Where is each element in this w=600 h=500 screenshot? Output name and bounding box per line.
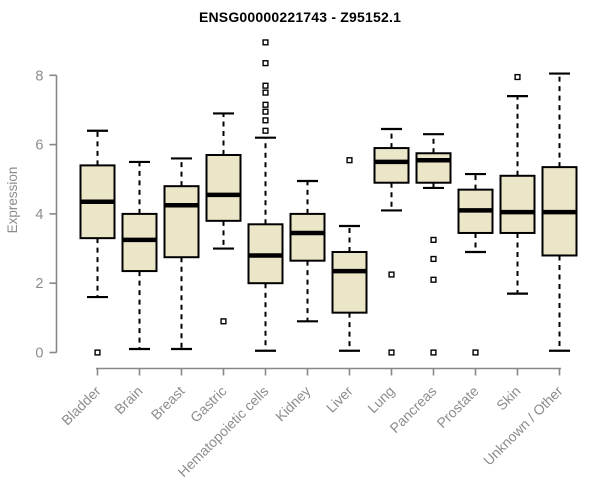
x-tick-label-unknown-other: Unknown / Other [480, 383, 566, 469]
box-lung [373, 147, 410, 184]
outlier-point-pancreas [430, 349, 437, 356]
outlier-point-pancreas [430, 255, 437, 263]
y-tick-label: 4 [35, 207, 43, 223]
outlier-point-lung [388, 271, 395, 278]
x-tick-label-skin: Skin [493, 383, 524, 414]
x-tick-label-brain: Brain [111, 383, 145, 417]
outlier-point-lung [388, 349, 395, 356]
box-kidney [289, 212, 326, 262]
box-skin [499, 174, 536, 234]
outlier-point-pancreas [430, 236, 437, 243]
box-gastric [205, 153, 242, 222]
outlier-point-hematopoietic-cells [262, 60, 269, 67]
outlier-point-hematopoietic-cells [262, 101, 269, 108]
y-tick-label: 2 [35, 276, 43, 292]
x-tick-label-prostate: Prostate [433, 383, 481, 431]
outlier-point-bladder [94, 349, 101, 356]
box-brain [121, 212, 158, 273]
outlier-point-hematopoietic-cells [262, 108, 269, 115]
y-tick-label: 8 [35, 68, 43, 84]
outlier-point-pancreas [430, 276, 437, 283]
x-tick-label-bladder: Bladder [58, 383, 104, 429]
outlier-point-hematopoietic-cells [262, 89, 269, 96]
x-tick-label-breast: Breast [148, 383, 188, 423]
outlier-point-hematopoietic-cells [262, 82, 269, 89]
chart-title: ENSG00000221743 - Z95152.1 [198, 9, 402, 25]
box-pancreas [415, 152, 452, 184]
y-tick-label: 6 [35, 138, 43, 154]
outlier-point-prostate [472, 349, 479, 356]
outlier-point-liver [346, 157, 353, 164]
x-tick-label-pancreas: Pancreas [386, 383, 439, 436]
outlier-point-hematopoietic-cells [262, 117, 269, 124]
box-liver [331, 251, 368, 314]
outlier-point-hematopoietic-cells [262, 39, 269, 46]
x-tick-label-lung: Lung [364, 383, 397, 416]
x-tick-label-liver: Liver [323, 383, 356, 416]
box-breast [163, 185, 200, 259]
outlier-point-skin [514, 73, 521, 81]
outlier-point-hematopoietic-cells [262, 127, 269, 134]
outlier-point-gastric [220, 318, 227, 325]
y-tick-label: 0 [35, 346, 43, 362]
x-tick-label-kidney: Kidney [272, 383, 314, 425]
